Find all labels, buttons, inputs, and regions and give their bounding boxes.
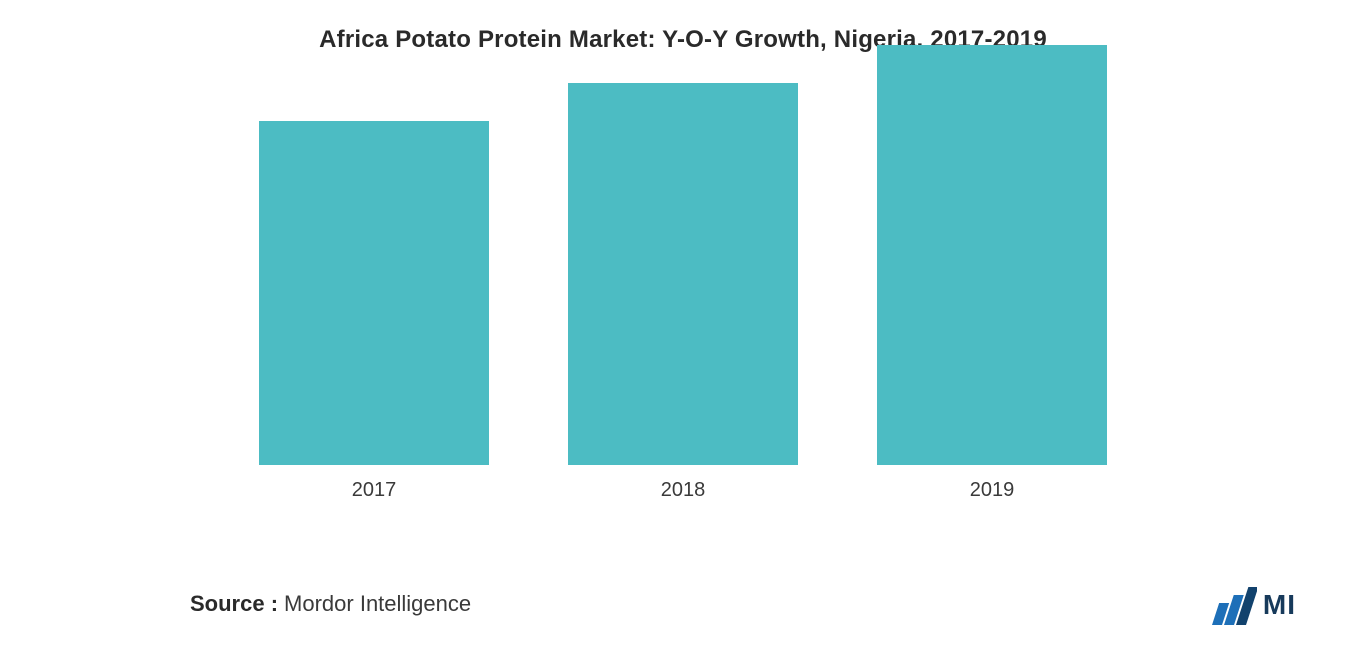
- plot-area: 2017 2018 2019: [60, 82, 1306, 502]
- x-axis-label: 2018: [661, 479, 706, 502]
- brand-logo: MI: [1211, 585, 1296, 625]
- logo-text: MI: [1263, 589, 1296, 621]
- source-footer: Source : Mordor Intelligence: [190, 591, 471, 617]
- logo-bars-icon: [1211, 585, 1257, 625]
- bar-group: 2019: [877, 45, 1107, 502]
- bar-group: 2017: [259, 121, 489, 502]
- x-axis-label: 2017: [352, 479, 397, 502]
- bar-2017: [259, 121, 489, 465]
- source-value: Mordor Intelligence: [284, 591, 471, 617]
- bar-group: 2018: [568, 83, 798, 502]
- chart-title: Africa Potato Protein Market: Y-O-Y Grow…: [60, 26, 1306, 54]
- source-label: Source :: [190, 591, 278, 617]
- bar-2019: [877, 45, 1107, 465]
- chart-container: Africa Potato Protein Market: Y-O-Y Grow…: [0, 0, 1366, 655]
- x-axis-label: 2019: [970, 479, 1015, 502]
- bar-2018: [568, 83, 798, 465]
